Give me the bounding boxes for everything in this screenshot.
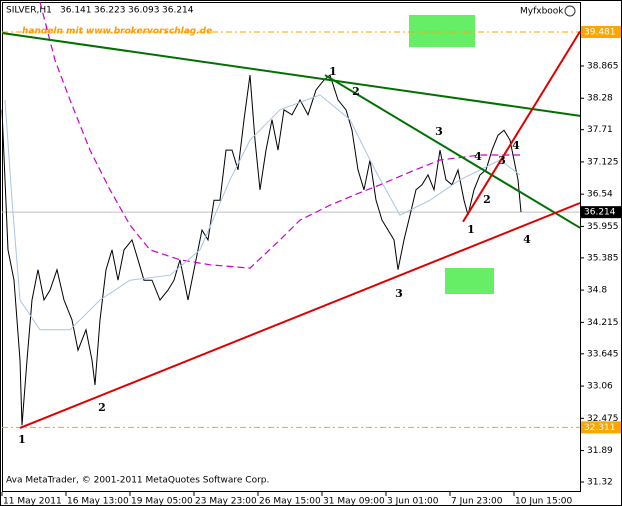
wave-label: 1 — [329, 65, 337, 78]
x-tick-label: 31 May 09:00 — [323, 497, 385, 506]
y-tick-label: 38.28 — [587, 94, 613, 104]
x-tick-label: 7 Jun 23:00 — [451, 497, 503, 506]
x-tick-label: 19 May 05:00 — [131, 497, 193, 506]
plot-border — [2, 2, 581, 492]
y-tick-label: 37.71 — [587, 125, 613, 135]
y-tick-label: 38.865 — [587, 61, 619, 71]
x-tick-label: 23 May 23:00 — [195, 497, 257, 506]
x-tick-label: 11 May 2011 — [3, 497, 62, 506]
trendline — [19, 202, 581, 429]
ohlc-value: 36.093 — [128, 6, 160, 16]
trendline — [324, 74, 581, 229]
y-tick-label: 34.215 — [587, 318, 619, 328]
wave-label: 3 — [435, 125, 443, 138]
watermark-icon — [564, 5, 576, 17]
level-label-box — [581, 206, 621, 219]
level-label: 39.481 — [584, 27, 616, 37]
y-tick-label: 31.89 — [587, 446, 613, 456]
zone-box — [409, 15, 475, 47]
y-tick-label: 31.32 — [587, 478, 613, 488]
trendline — [1, 32, 581, 117]
x-tick-label: 16 May 13:00 — [67, 497, 129, 506]
ohlc-value: 36.141 — [60, 6, 92, 16]
ohlc-value: 36.223 — [94, 6, 126, 16]
zone-box — [445, 268, 494, 294]
wave-label: 4 — [523, 233, 531, 246]
price-line — [1, 74, 522, 426]
footer: Ava MetaTrader, © 2001-2011 MetaQuotes S… — [6, 476, 269, 486]
wave-label: 2 — [98, 401, 106, 414]
level-label: 36.214 — [584, 208, 616, 218]
ohlc-value: 36.214 — [162, 6, 194, 16]
x-tick-label: 10 Jun 15:00 — [515, 497, 572, 506]
wave-label: 2 — [483, 193, 491, 206]
wave-label: 2 — [352, 85, 360, 98]
price-line — [4, 94, 521, 331]
x-tick-label: 3 Jun 01:00 — [387, 497, 439, 506]
wave-label: 1 — [467, 223, 475, 236]
title: SILVER,H1 — [6, 6, 52, 16]
y-tick-label: 33.06 — [587, 382, 613, 392]
level-label-box — [581, 421, 621, 434]
y-tick-label: 34.8 — [587, 286, 607, 296]
y-tick-label: 32.475 — [587, 414, 619, 424]
x-tick-label: 26 May 15:00 — [259, 497, 321, 506]
wave-label: 3 — [395, 287, 403, 300]
trendline — [462, 30, 581, 223]
wave-label: 1 — [18, 433, 26, 446]
y-tick-label: 36.54 — [587, 190, 613, 200]
wave-label: 4 — [512, 139, 520, 152]
wave-label: 4 — [474, 150, 482, 163]
y-tick-label: 33.645 — [587, 349, 619, 359]
y-tick-label: 37.125 — [587, 157, 619, 167]
y-tick-label: 35.385 — [587, 253, 619, 263]
y-tick-label: 35.955 — [587, 222, 619, 232]
level-label: 32.311 — [584, 423, 616, 433]
watermark: Myfxbook — [520, 7, 564, 17]
wave-label: 3 — [498, 154, 506, 167]
price-line — [39, 1, 520, 269]
level-label-box — [581, 25, 621, 38]
